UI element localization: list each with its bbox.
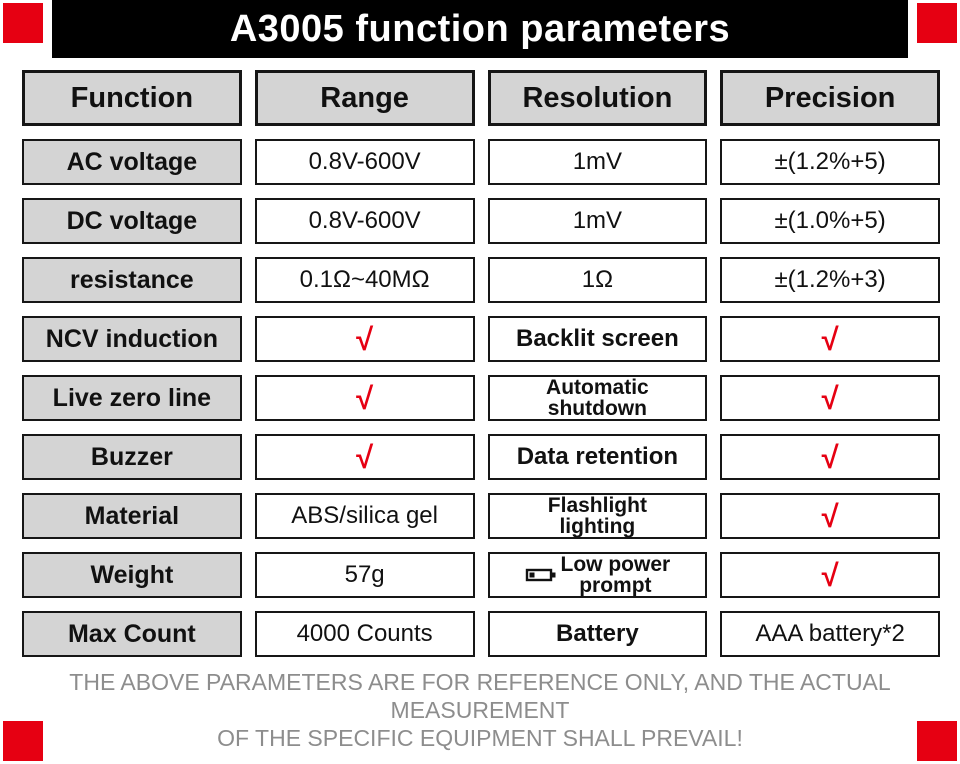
cell-text: Live zero line bbox=[52, 383, 212, 412]
function-cell: Buzzer bbox=[22, 434, 242, 480]
range-cell: √ bbox=[254, 316, 475, 362]
cell-text: Low power prompt bbox=[560, 552, 671, 597]
cell-text: Flashlight lighting bbox=[547, 493, 647, 538]
cell-text: ABS/silica gel bbox=[291, 502, 438, 529]
cell-text: 57g bbox=[344, 561, 385, 588]
footer-note: THE ABOVE PARAMETERS ARE FOR REFERENCE O… bbox=[0, 668, 960, 752]
cell-text: Buzzer bbox=[90, 442, 173, 471]
cell-text: Backlit screen bbox=[515, 325, 679, 352]
cell-text: 1mV bbox=[572, 148, 623, 175]
corner-accent-top-right bbox=[917, 3, 957, 43]
check-mark-icon: √ bbox=[821, 498, 839, 534]
cell-text: 4000 Counts bbox=[296, 620, 433, 647]
precision-cell: √ bbox=[720, 493, 940, 539]
header-text: Range bbox=[320, 81, 409, 114]
check-mark-icon: √ bbox=[356, 380, 374, 416]
range-cell: 0.8V-600V bbox=[254, 198, 475, 244]
function-cell: resistance bbox=[22, 257, 242, 303]
check-mark-icon: √ bbox=[821, 321, 839, 357]
footer-line-1: THE ABOVE PARAMETERS ARE FOR REFERENCE O… bbox=[69, 669, 891, 724]
range-cell: 0.1Ω~40MΩ bbox=[254, 257, 475, 303]
header-text: Function bbox=[70, 81, 194, 114]
precision-cell: ±(1.0%+5) bbox=[720, 198, 940, 244]
column-header-precision: Precision bbox=[720, 70, 940, 126]
function-cell: Live zero line bbox=[22, 375, 242, 421]
page-title: A3005 function parameters bbox=[229, 7, 731, 50]
precision-cell: AAA battery*2 bbox=[720, 611, 940, 657]
line-2: prompt bbox=[579, 574, 652, 597]
resolution-cell: Data retention bbox=[487, 434, 708, 480]
footer-line-2: OF THE SPECIFIC EQUIPMENT SHALL PREVAIL! bbox=[217, 725, 743, 752]
cell-text: Material bbox=[84, 501, 180, 530]
cell-text: ±(1.2%+5) bbox=[774, 148, 886, 175]
line-2: shutdown bbox=[547, 397, 647, 420]
function-cell: Weight bbox=[22, 552, 242, 598]
range-cell: 57g bbox=[254, 552, 475, 598]
header-bar: A3005 function parameters bbox=[52, 0, 908, 58]
cell-text: 0.8V-600V bbox=[308, 207, 421, 234]
corner-accent-bottom-right bbox=[917, 721, 957, 761]
cell-text: Data retention bbox=[516, 443, 679, 470]
corner-accent-bottom-left bbox=[3, 721, 43, 761]
cell-text: 1mV bbox=[572, 207, 623, 234]
resolution-cell: 1Ω bbox=[487, 257, 708, 303]
cell-text: 0.1Ω~40MΩ bbox=[299, 266, 430, 293]
line-2: lighting bbox=[559, 515, 636, 538]
cell-text: ±(1.2%+3) bbox=[774, 266, 886, 293]
cell-text: resistance bbox=[70, 265, 194, 294]
range-cell: ABS/silica gel bbox=[254, 493, 475, 539]
resolution-cell: Backlit screen bbox=[487, 316, 708, 362]
range-cell: √ bbox=[254, 375, 475, 421]
precision-cell: √ bbox=[720, 434, 940, 480]
precision-cell: √ bbox=[720, 375, 940, 421]
precision-cell: √ bbox=[720, 552, 940, 598]
cell-text: NCV induction bbox=[45, 324, 218, 353]
header-text: Resolution bbox=[522, 81, 673, 114]
column-header-function: Function bbox=[22, 70, 242, 126]
function-cell: Max Count bbox=[22, 611, 242, 657]
function-cell: DC voltage bbox=[22, 198, 242, 244]
cell-text: ±(1.0%+5) bbox=[774, 207, 886, 234]
range-cell: 4000 Counts bbox=[254, 611, 475, 657]
cell-text: DC voltage bbox=[66, 206, 198, 235]
resolution-cell: Low power prompt bbox=[487, 552, 708, 598]
cell-text: AAA battery*2 bbox=[755, 620, 905, 647]
line-1: Low power bbox=[560, 552, 671, 576]
precision-cell: ±(1.2%+5) bbox=[720, 139, 940, 185]
resolution-cell: Flashlight lighting bbox=[487, 493, 708, 539]
check-mark-icon: √ bbox=[821, 557, 839, 593]
precision-cell: √ bbox=[720, 316, 940, 362]
range-cell: √ bbox=[254, 434, 475, 480]
cell-text: 0.8V-600V bbox=[308, 148, 421, 175]
cell-text: Automatic shutdown bbox=[546, 375, 649, 420]
function-cell: NCV induction bbox=[22, 316, 242, 362]
resolution-cell: Automatic shutdown bbox=[487, 375, 708, 421]
low-battery-icon bbox=[525, 568, 556, 582]
precision-cell: ±(1.2%+3) bbox=[720, 257, 940, 303]
cell-text: Battery bbox=[556, 620, 639, 647]
header-text: Precision bbox=[764, 81, 896, 114]
function-cell: AC voltage bbox=[22, 139, 242, 185]
line-1: Automatic bbox=[546, 375, 649, 399]
check-mark-icon: √ bbox=[356, 321, 374, 357]
column-header-range: Range bbox=[254, 70, 475, 126]
corner-accent-top-left bbox=[3, 3, 43, 43]
column-header-resolution: Resolution bbox=[487, 70, 708, 126]
cell-text: 1Ω bbox=[581, 266, 614, 293]
line-1: Flashlight bbox=[547, 493, 647, 517]
check-mark-icon: √ bbox=[821, 380, 839, 416]
cell-text: Weight bbox=[90, 560, 174, 589]
check-mark-icon: √ bbox=[356, 439, 374, 475]
cell-text: Max Count bbox=[67, 619, 196, 648]
check-mark-icon: √ bbox=[821, 439, 839, 475]
spec-table: Function Range Resolution Precision AC v… bbox=[22, 70, 940, 657]
range-cell: 0.8V-600V bbox=[254, 139, 475, 185]
resolution-cell: 1mV bbox=[487, 139, 708, 185]
function-cell: Material bbox=[22, 493, 242, 539]
resolution-cell: Battery bbox=[487, 611, 708, 657]
resolution-cell: 1mV bbox=[487, 198, 708, 244]
cell-text: AC voltage bbox=[66, 147, 198, 176]
